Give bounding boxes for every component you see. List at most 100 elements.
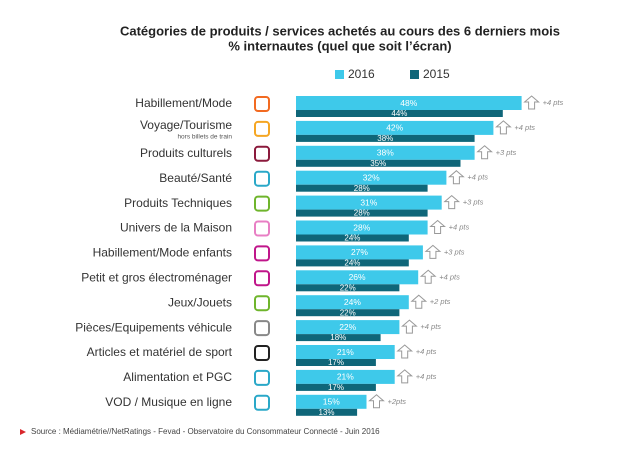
value-label: 17% [328, 383, 344, 392]
chart-title: Catégories de produits / services acheté… [120, 23, 560, 38]
bar [296, 120, 494, 135]
legend-label: 2015 [423, 67, 450, 81]
category-icon [254, 195, 270, 212]
legend-swatch [335, 70, 344, 79]
bar [296, 195, 442, 210]
value-label: 18% [330, 333, 346, 342]
bar [296, 369, 395, 384]
bar [296, 234, 409, 242]
value-label: 38% [377, 148, 394, 158]
category-label: Pièces/Equipements véhicule [75, 320, 232, 334]
category-label: Petit et gros électroménager [81, 270, 232, 284]
value-label: 35% [370, 159, 386, 168]
bar [296, 209, 428, 217]
bar [296, 145, 475, 160]
category-label: Univers de la Maison [120, 221, 232, 235]
bar [296, 170, 447, 185]
category-label: Habillement/Mode enfants [93, 246, 232, 260]
legend-swatch [410, 70, 419, 79]
change-arrow [495, 120, 512, 135]
category-icon [254, 320, 270, 337]
value-label: 32% [363, 172, 380, 182]
change-arrow [429, 219, 446, 234]
change-label: +4 pts [416, 372, 437, 381]
change-arrow [396, 369, 414, 384]
change-arrow [448, 170, 465, 185]
bar [296, 96, 522, 110]
value-label: 24% [344, 234, 360, 243]
value-label: 27% [351, 247, 368, 257]
change-arrow [368, 394, 385, 409]
change-label: +2pts [388, 397, 407, 406]
bar [296, 184, 428, 192]
category-icon [254, 170, 270, 187]
chart-subtitle: % internautes (quel que soit l’écran) [228, 38, 451, 53]
change-label: +2 pts [430, 297, 451, 306]
category-icon [254, 220, 270, 237]
bar [296, 295, 409, 310]
category-icon [254, 245, 270, 262]
category-label: Alimentation et PGC [123, 370, 232, 384]
value-label: 24% [344, 259, 360, 268]
bar [296, 284, 400, 292]
change-arrow [410, 294, 428, 309]
bar [296, 220, 428, 235]
value-label: 13% [319, 408, 335, 417]
bar [296, 320, 400, 335]
change-label: +4 pts [543, 98, 564, 107]
value-label: 28% [354, 184, 370, 193]
value-label: 21% [337, 347, 354, 357]
category-label: Articles et matériel de sport [87, 345, 233, 359]
value-label: 22% [340, 283, 356, 292]
change-arrow [419, 269, 437, 284]
category-icon [254, 394, 270, 411]
change-arrow [424, 244, 442, 259]
category-icon [254, 270, 270, 287]
value-label: 17% [328, 358, 344, 367]
category-label: Produits culturels [140, 146, 232, 160]
value-label: 38% [377, 134, 393, 143]
change-label: +4 pts [514, 123, 535, 132]
bar [296, 408, 358, 416]
bar [296, 334, 381, 342]
legend-label: 2016 [348, 67, 375, 81]
category-icon [254, 96, 270, 112]
category-icon [254, 145, 270, 162]
value-label: 15% [323, 397, 340, 407]
change-arrow [476, 145, 493, 160]
change-label: +4 pts [439, 272, 460, 281]
category-icon [254, 345, 270, 361]
category-label: Voyage/Tourisme [140, 118, 232, 132]
bar [296, 359, 376, 366]
value-label: 24% [344, 297, 361, 307]
category-icon [254, 120, 270, 137]
change-arrow [401, 319, 418, 334]
category-icon [254, 369, 270, 386]
source: Source : Médiamétrie//NetRatings - Fevad… [31, 427, 380, 436]
category-icon [254, 295, 270, 312]
value-label: 31% [360, 197, 377, 207]
change-label: +4 pts [420, 322, 441, 331]
change-label: +3 pts [496, 148, 517, 157]
value-label: 28% [354, 209, 370, 218]
change-label: +4 pts [416, 347, 437, 356]
value-label: 21% [337, 372, 354, 382]
bar [296, 345, 395, 359]
change-arrow [523, 95, 540, 110]
change-label: +3 pts [463, 198, 484, 207]
category-label: Jeux/Jouets [168, 295, 232, 309]
change-label: +3 pts [444, 247, 465, 256]
bar [296, 383, 376, 391]
category-label: VOD / Musique en ligne [105, 395, 232, 409]
change-label: +4 pts [449, 222, 470, 231]
value-label: 28% [353, 222, 370, 232]
change-arrow [396, 344, 414, 359]
value-label: 44% [391, 109, 407, 118]
value-label: 26% [349, 272, 366, 282]
category-note: hors billets de train [177, 134, 232, 141]
category-label: Produits Techniques [124, 196, 232, 210]
bar [296, 309, 400, 317]
bar [296, 110, 503, 117]
bar [296, 245, 423, 260]
